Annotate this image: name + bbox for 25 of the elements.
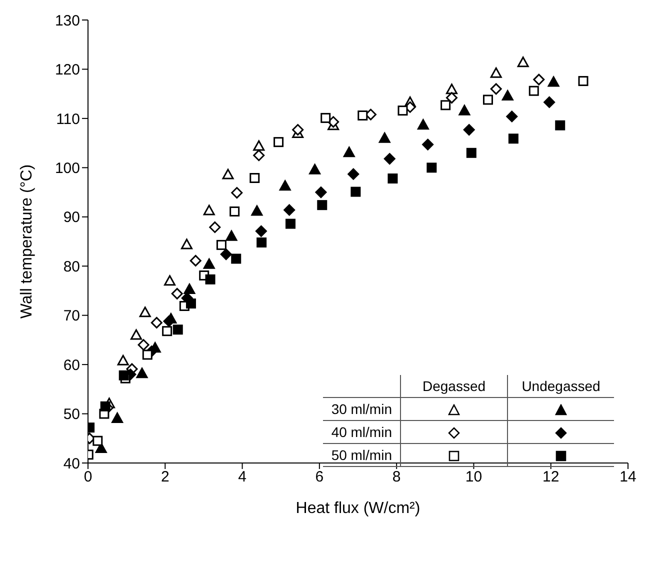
y-tick-label: 50 (63, 406, 80, 424)
x-tick-label: 8 (392, 468, 401, 486)
x-tick-label: 6 (315, 468, 324, 486)
y-tick-label: 80 (63, 258, 80, 276)
y-axis-title: Wall temperature (°C) (18, 164, 36, 319)
x-axis-title: Heat flux (W/cm²) (296, 500, 420, 517)
x-tick-label: 10 (465, 468, 482, 486)
y-tick-label: 110 (56, 110, 80, 128)
y-tick-label: 70 (63, 308, 80, 325)
annotation: 40 ml/min (323, 420, 400, 444)
x-tick-label: 12 (542, 468, 560, 486)
x-tick-label: 4 (238, 468, 246, 486)
y-tick-label: 40 (63, 455, 80, 472)
annotation: 50 ml/min (323, 444, 400, 466)
annotation: 30 ml/min (323, 398, 400, 420)
y-tick-label: 60 (63, 356, 80, 374)
x-tick-label: 0 (84, 468, 92, 486)
y-tick-label: 90 (63, 209, 80, 226)
annotation: Undegassed (508, 375, 614, 398)
y-tick-label: 100 (54, 160, 80, 177)
x-tick-label: 14 (620, 468, 636, 486)
x-tick-label: 2 (160, 468, 170, 486)
y-tick-label: 120 (54, 62, 80, 79)
y-tick-label: 130 (54, 12, 80, 30)
annotation: Degassed (400, 375, 508, 398)
